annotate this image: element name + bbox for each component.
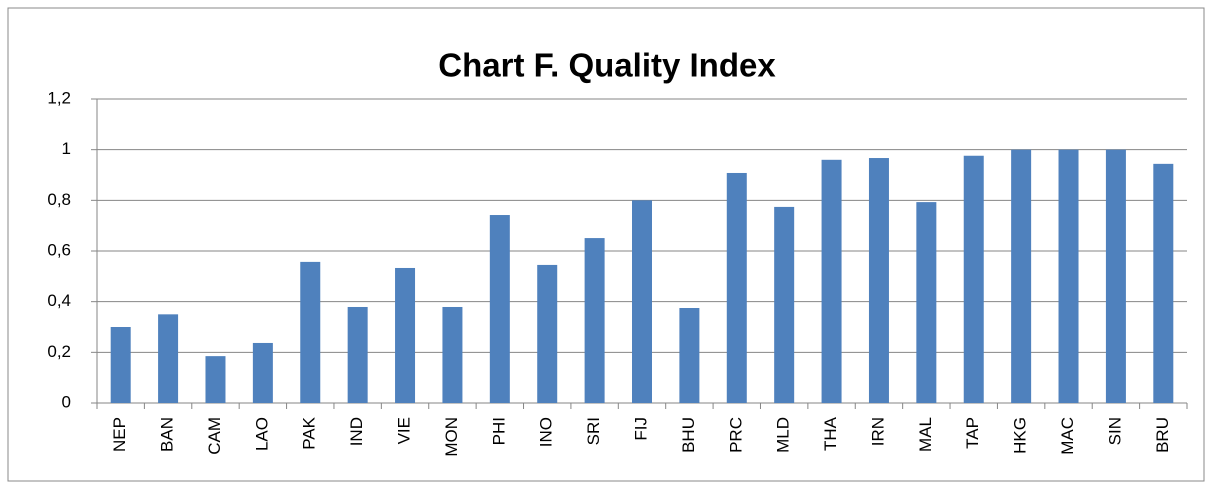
- bar: [110, 327, 131, 403]
- bar: [537, 264, 558, 403]
- bar: [1011, 149, 1032, 403]
- x-tick-label: PHI: [489, 417, 508, 445]
- x-tick-label: SIN: [1105, 417, 1124, 445]
- bar: [1058, 149, 1079, 403]
- y-tick-label: 0,2: [47, 342, 71, 361]
- x-tick-label: CAM: [205, 417, 224, 455]
- bar: [1153, 163, 1174, 403]
- bar: [632, 200, 652, 403]
- y-tick-label: 0: [62, 392, 71, 411]
- bar: [821, 159, 842, 403]
- x-tick-label: MON: [442, 417, 461, 457]
- x-tick-label: PAK: [300, 416, 319, 449]
- y-tick-label: 0,8: [47, 190, 71, 209]
- y-tick-label: 0,6: [47, 240, 71, 259]
- chart-title: Chart F. Quality Index: [438, 47, 776, 84]
- bar: [774, 206, 795, 403]
- x-tick-label: MLD: [774, 417, 793, 453]
- x-tick-label: MAL: [916, 417, 935, 452]
- x-tick-label: BAN: [158, 417, 177, 452]
- bar: [963, 155, 984, 403]
- bar: [252, 342, 273, 403]
- bar: [442, 306, 463, 403]
- bar: [584, 238, 605, 403]
- bar: [300, 261, 321, 403]
- y-tick-label: 1,2: [47, 88, 71, 107]
- x-tick-label: PRC: [726, 417, 745, 453]
- y-tick-label: 0,4: [47, 291, 71, 310]
- x-tick-label: TAP: [963, 417, 982, 449]
- bar: [868, 158, 889, 403]
- bar: [205, 356, 226, 403]
- y-tick-label: 1: [62, 139, 71, 158]
- x-tick-label: MAC: [1058, 417, 1077, 455]
- x-tick-label: FIJ: [631, 417, 650, 441]
- bar: [347, 306, 368, 403]
- bar: [726, 172, 747, 403]
- x-tick-label: NEP: [110, 417, 129, 452]
- bar: [916, 202, 937, 403]
- bar: [679, 308, 700, 403]
- bar: [395, 267, 416, 403]
- x-tick-label: VIE: [395, 417, 414, 444]
- x-tick-label: IRN: [868, 417, 887, 446]
- x-tick-label: BRU: [1153, 417, 1172, 453]
- bar: [1105, 149, 1126, 403]
- x-tick-label: HKG: [1011, 417, 1030, 454]
- bar: [489, 215, 510, 403]
- x-tick-label: SRI: [584, 417, 603, 445]
- x-tick-label: INO: [537, 417, 556, 447]
- bar: [158, 314, 179, 403]
- x-tick-label: BHU: [679, 417, 698, 453]
- x-tick-label: LAO: [252, 417, 271, 451]
- x-tick-label: IND: [347, 417, 366, 446]
- x-tick-label: THA: [821, 416, 840, 451]
